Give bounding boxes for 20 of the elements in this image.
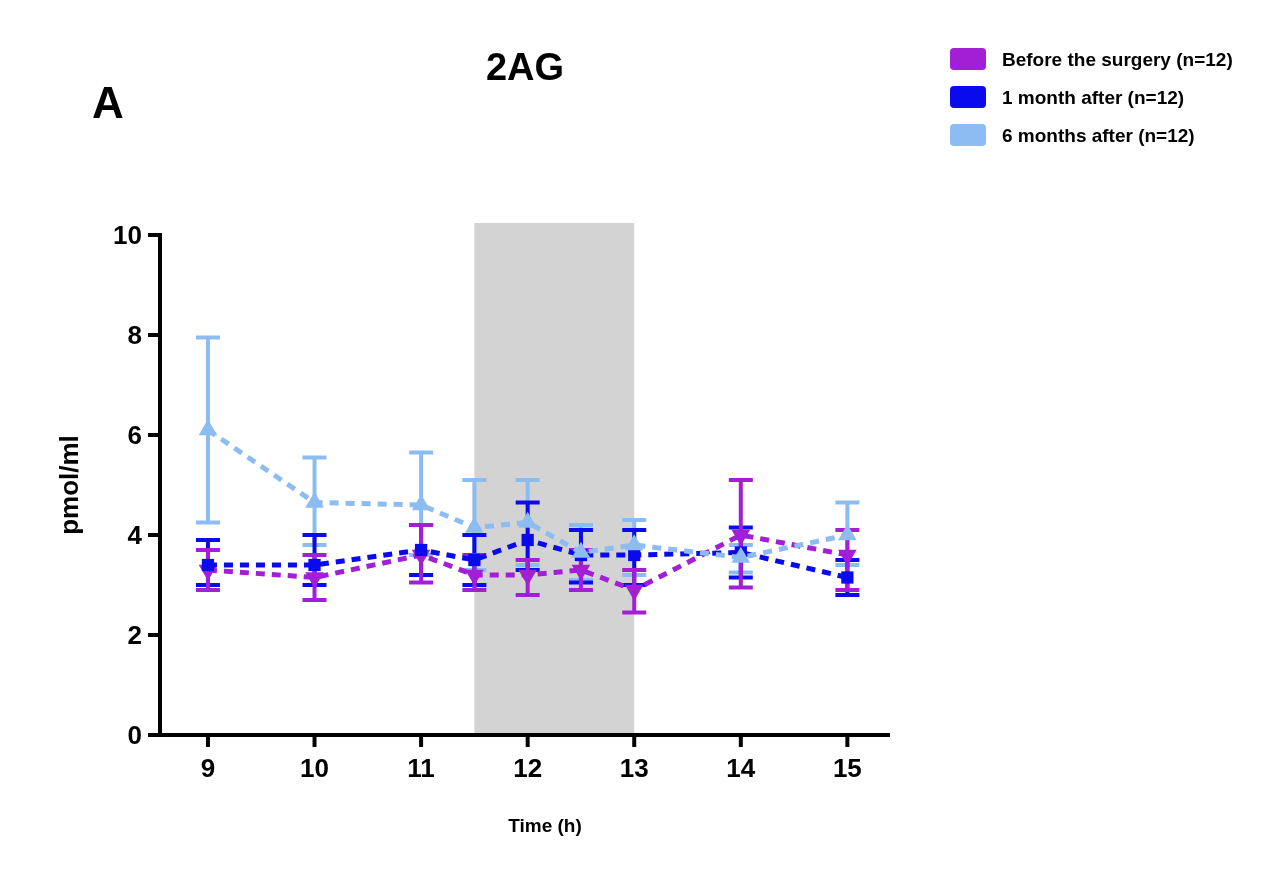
y-tick-label: 0 [127,720,142,751]
x-tick-label: 10 [300,753,329,783]
y-tick-label: 6 [127,420,142,451]
y-axis-title: pmol/ml [54,435,84,535]
legend-label: 1 month after (n=12) [1002,86,1185,108]
x-tick-label: 14 [726,753,756,783]
y-tick-label: 10 [113,220,142,251]
legend-label: Before the surgery (n=12) [1002,48,1233,70]
x-tick-label: 9 [200,753,216,783]
y-tick-label: 8 [127,320,142,351]
y-tick-label: 4 [127,520,143,551]
x-tick-label: 15 [832,753,862,783]
x-tick-label: 11 [407,753,435,783]
text: A [92,78,124,127]
x-tick-label: 13 [619,753,649,783]
y-tick-label: 2 [127,620,142,651]
x-tick-label: 12 [513,753,543,783]
legend-label: 6 months after (n=12) [1002,124,1195,146]
chart-title: 2AG [485,46,565,88]
x-axis-title: Time (h) [508,815,582,836]
